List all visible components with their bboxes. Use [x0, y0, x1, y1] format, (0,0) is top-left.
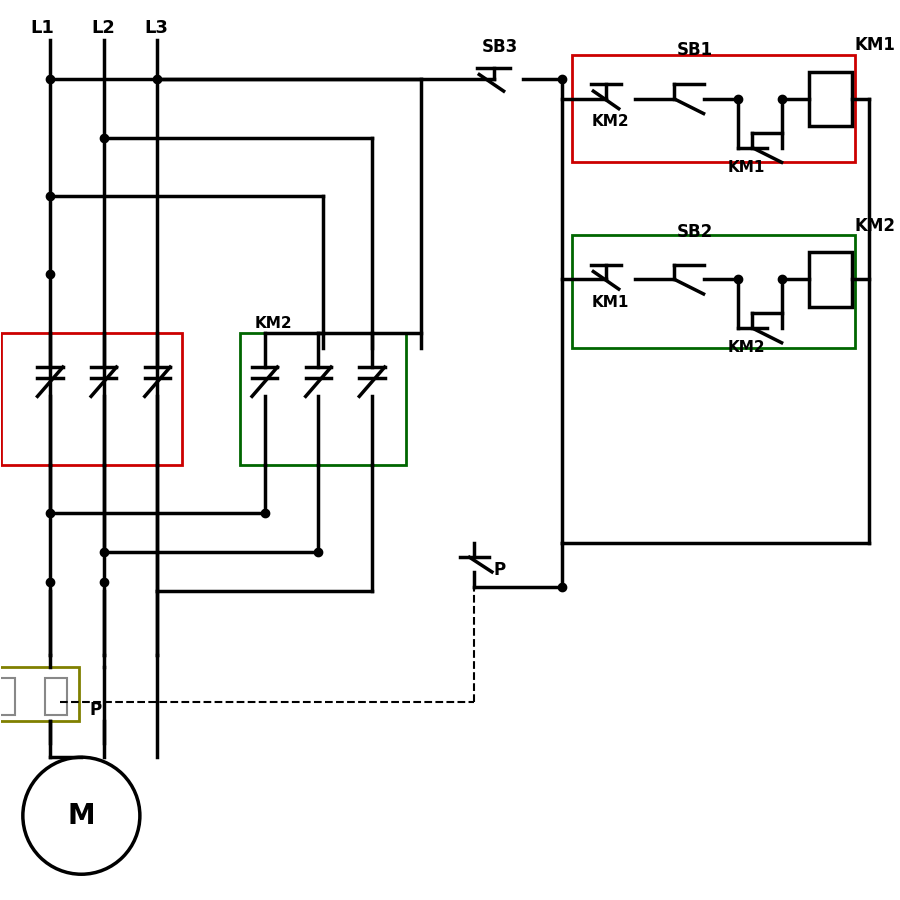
Text: L3: L3	[145, 19, 168, 37]
Text: KM2: KM2	[255, 316, 292, 331]
Bar	[572, 55, 855, 162]
Text: KM2: KM2	[728, 340, 766, 356]
Bar	[2, 333, 182, 464]
Text: SB3: SB3	[482, 38, 518, 56]
Text: KM1: KM1	[855, 36, 896, 54]
Text: SB2: SB2	[677, 223, 714, 241]
Text: KM1: KM1	[728, 160, 765, 176]
Bar	[809, 72, 851, 126]
Bar	[0, 668, 79, 721]
Bar	[809, 252, 851, 307]
Bar	[572, 236, 855, 347]
Text: SB1: SB1	[677, 41, 714, 59]
Text: L2: L2	[91, 19, 115, 37]
Bar	[0, 679, 15, 716]
Circle shape	[22, 757, 140, 874]
Text: P: P	[89, 701, 102, 719]
Bar	[45, 679, 67, 716]
Text: M: M	[68, 802, 95, 830]
Text: KM1: KM1	[591, 294, 629, 310]
Bar	[240, 333, 406, 464]
Text: KM2: KM2	[855, 217, 896, 235]
Text: P: P	[494, 561, 506, 579]
Text: KM2: KM2	[591, 114, 629, 130]
Text: L1: L1	[31, 19, 55, 37]
